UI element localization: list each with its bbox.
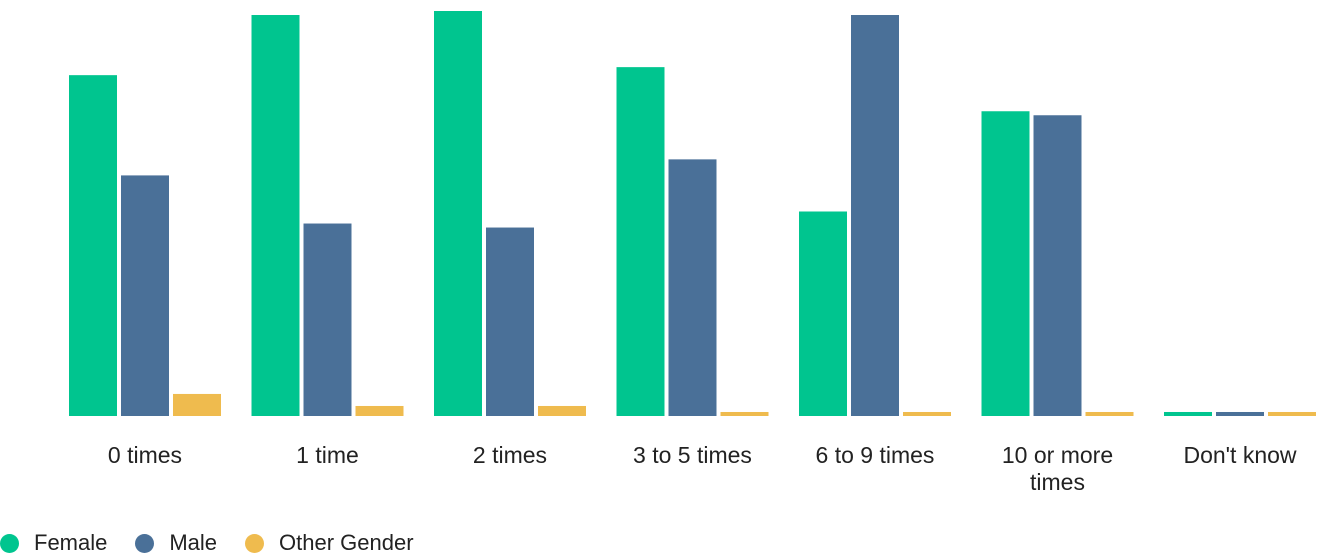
- bar-female-10-or-more-times[interactable]: [981, 111, 1030, 416]
- bar-male-10-or-more-times[interactable]: [1033, 115, 1082, 417]
- bar-male-0-times[interactable]: [121, 175, 169, 416]
- legend-item-female[interactable]: Female: [0, 530, 107, 556]
- category-labels-layer: 0 times 1 time 2 times 3 to 5 times 6 to 9 t…: [108, 442, 1297, 495]
- category-label-10-or-more-times: 10 or more times: [1002, 442, 1113, 495]
- bar-female-1-time[interactable]: [251, 15, 300, 417]
- bar-female-2-times[interactable]: [434, 11, 482, 416]
- legend-label-male: Male: [169, 530, 218, 555]
- category-label-1-time: 1 time: [296, 442, 359, 468]
- bar-female-3-to-5-times[interactable]: [616, 67, 665, 416]
- bar-other-gender-10-or-more-times[interactable]: [1085, 411, 1134, 416]
- bar-female-don-t-know[interactable]: [1164, 411, 1212, 416]
- legend-swatch-female: [0, 533, 19, 553]
- legend-swatch-other-gender: [245, 533, 265, 553]
- bar-other-gender-1-time[interactable]: [355, 405, 404, 416]
- legend-label-female: Female: [34, 530, 108, 555]
- bar-male-3-to-5-times[interactable]: [668, 159, 717, 416]
- bar-female-0-times[interactable]: [69, 75, 117, 416]
- bar-male-1-time[interactable]: [303, 223, 352, 416]
- legend: Female Male Other Gender: [0, 530, 442, 556]
- bar-female-6-to-9-times[interactable]: [799, 211, 847, 416]
- bar-male-2-times[interactable]: [486, 227, 534, 416]
- category-label-2-times: 2 times: [473, 442, 547, 468]
- bar-chart: 0 times 1 time 2 times 3 to 5 times 6 to 9 t…: [69, 11, 1316, 495]
- bars-layer: [69, 11, 1316, 417]
- bar-other-gender-2-times[interactable]: [538, 405, 586, 416]
- legend-item-male[interactable]: Male: [135, 530, 217, 556]
- category-label-don-t-know: Don't know: [1183, 442, 1296, 468]
- bar-other-gender-6-to-9-times[interactable]: [903, 411, 951, 416]
- bar-other-gender-3-to-5-times[interactable]: [720, 411, 769, 416]
- bar-male-don-t-know[interactable]: [1216, 411, 1264, 416]
- bar-other-gender-0-times[interactable]: [173, 393, 221, 416]
- bar-other-gender-don-t-know[interactable]: [1268, 411, 1316, 416]
- legend-label-other-gender: Other Gender: [279, 530, 414, 555]
- legend-item-other-gender[interactable]: Other Gender: [245, 530, 414, 556]
- legend-swatch-male: [135, 533, 155, 553]
- category-label-0-times: 0 times: [108, 442, 182, 468]
- category-label-3-to-5-times: 3 to 5 times: [633, 442, 752, 468]
- bar-male-6-to-9-times[interactable]: [851, 15, 899, 417]
- category-label-6-to-9-times: 6 to 9 times: [816, 442, 935, 468]
